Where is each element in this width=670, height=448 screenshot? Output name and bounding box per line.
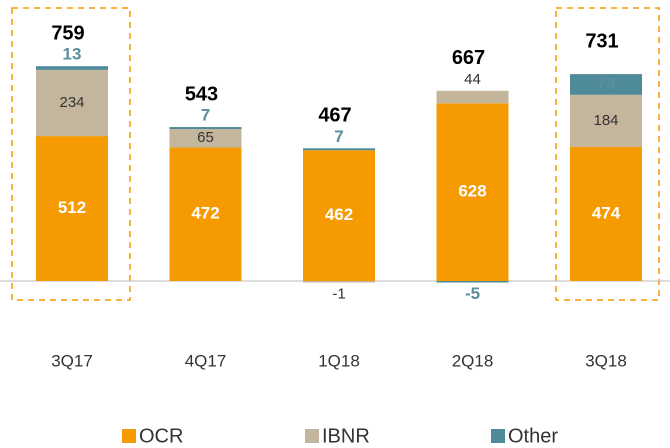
- data-label: 472: [191, 204, 219, 223]
- bar-segment: [436, 90, 509, 104]
- legend-label: Other: [508, 425, 558, 447]
- x-tick-label: 2Q18: [452, 351, 494, 370]
- data-label: 7: [334, 127, 343, 146]
- bar-segment: [169, 147, 242, 281]
- legend-swatch: [122, 429, 136, 443]
- total-label: 543: [185, 83, 218, 105]
- bar-segment: [303, 148, 375, 151]
- legend-swatch: [491, 429, 505, 443]
- data-label: -1: [332, 285, 345, 302]
- legend-swatch: [305, 429, 319, 443]
- data-label: 184: [593, 112, 618, 129]
- data-label: 512: [58, 198, 86, 217]
- legend-label: IBNR: [322, 425, 370, 447]
- legend-label: OCR: [139, 425, 183, 447]
- bar-segment: [169, 129, 242, 148]
- total-label: 467: [318, 105, 351, 127]
- bar-segment: [436, 103, 509, 281]
- bar-segment: [169, 127, 242, 130]
- x-tick-label: 3Q18: [585, 351, 627, 370]
- highlight-box: [11, 7, 131, 301]
- data-label: 7: [201, 106, 210, 125]
- bar-segment: [436, 281, 509, 283]
- x-tick-label: 4Q17: [185, 351, 227, 370]
- data-label: 462: [325, 205, 353, 224]
- data-label: 73: [597, 74, 616, 93]
- bar-segment: [570, 74, 642, 95]
- data-label: 628: [458, 182, 486, 201]
- highlight-box: [555, 7, 660, 301]
- data-label: 44: [464, 71, 481, 88]
- total-label: 759: [51, 22, 84, 44]
- bar-segment: [36, 136, 108, 281]
- data-label: 474: [592, 203, 621, 222]
- x-tick-label: 1Q18: [318, 351, 360, 370]
- bar-segment: [570, 94, 642, 147]
- x-tick-label: 3Q17: [51, 351, 93, 370]
- total-label: 731: [585, 30, 618, 52]
- data-label: 65: [197, 129, 214, 146]
- data-label: -5: [465, 284, 480, 303]
- bar-segment: [570, 146, 642, 281]
- bar-segment: [36, 69, 108, 137]
- data-label: 13: [63, 45, 82, 64]
- bar-segment: [36, 66, 108, 70]
- bar-segment: [303, 150, 375, 281]
- data-label: 234: [59, 94, 84, 111]
- bar-segment: [303, 281, 375, 283]
- total-label: 667: [452, 47, 485, 69]
